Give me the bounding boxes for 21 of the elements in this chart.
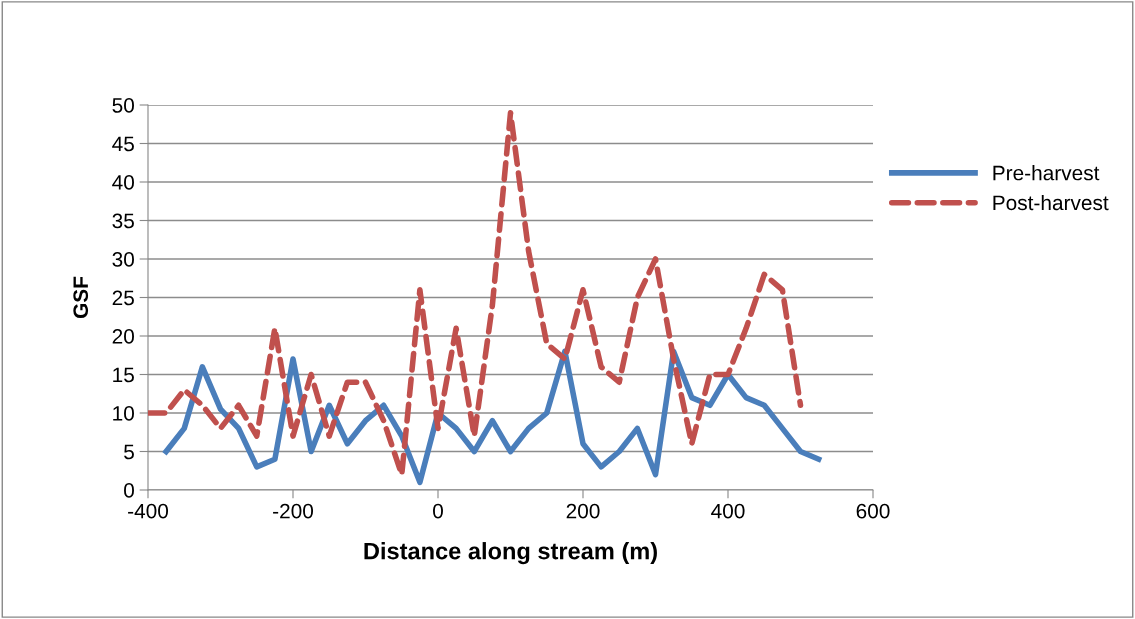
x-tick-label: -200 bbox=[273, 503, 314, 519]
legend-label: Pre-harvest bbox=[993, 165, 1100, 181]
x-tick-label: 600 bbox=[856, 503, 890, 519]
y-tick-label: 35 bbox=[112, 213, 134, 229]
y-tick-label: 50 bbox=[112, 98, 134, 113]
y-tick-label: 5 bbox=[124, 444, 134, 460]
x-axis-title: Distance along stream (m) bbox=[364, 542, 657, 565]
y-tick-label: 30 bbox=[112, 252, 134, 267]
y-tick-label: 0 bbox=[124, 483, 134, 498]
legend-label: Post-harvest bbox=[993, 194, 1109, 211]
y-tick-label: 20 bbox=[112, 329, 134, 344]
y-tick-label: 45 bbox=[112, 136, 134, 152]
y-tick-label: 40 bbox=[112, 175, 134, 190]
x-tick-label: 0 bbox=[433, 503, 443, 519]
y-tick-label: 25 bbox=[112, 290, 134, 306]
y-tick-label: 10 bbox=[113, 406, 134, 421]
y-axis-title: GSF bbox=[73, 276, 89, 319]
x-tick-label: -400 bbox=[128, 503, 169, 519]
x-tick-label: 400 bbox=[711, 503, 745, 519]
x-tick-label: 200 bbox=[566, 503, 600, 519]
y-tick-label: 15 bbox=[113, 367, 134, 383]
